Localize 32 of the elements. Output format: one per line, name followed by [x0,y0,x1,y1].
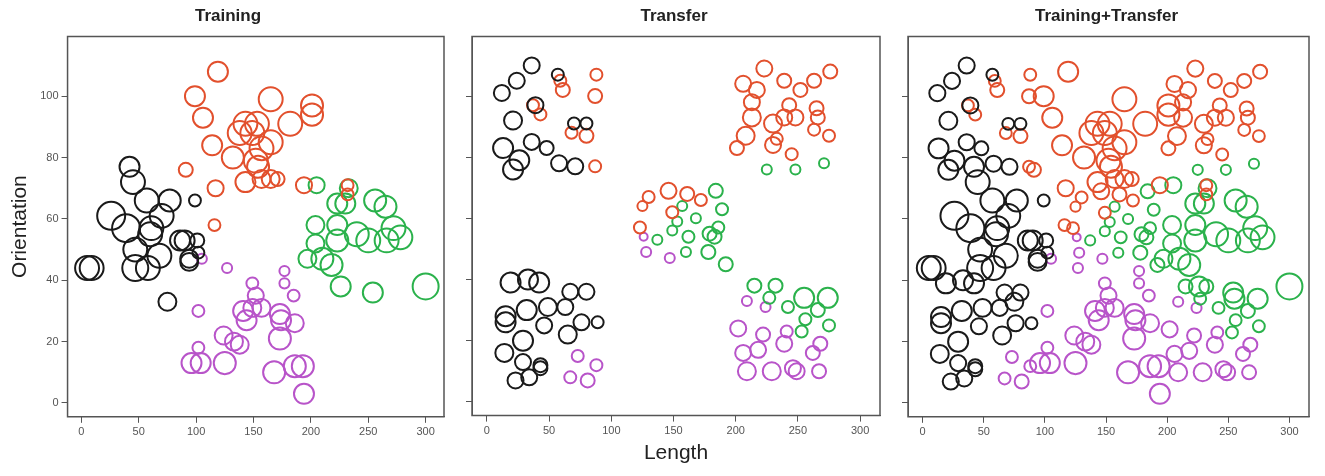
x-tick-label: 50 [543,424,556,437]
y-tick-label: 80 [46,150,59,163]
x-tick-label: 0 [483,424,490,437]
x-tick-label: 150 [244,425,263,438]
y-tick-label: 60 [46,211,59,224]
x-tick-label: 150 [664,424,683,437]
chart-title: Training+Transfer [1034,5,1179,25]
x-tick-label: 300 [850,424,870,437]
chart-title: Transfer [640,5,708,25]
x-tick-label: 50 [132,425,145,438]
x-tick-label: 100 [1035,425,1055,438]
x-tick-label: 0 [919,425,926,438]
x-tick-label: 200 [1158,425,1177,438]
x-tick-label: 300 [416,425,435,438]
y-tick-label: 20 [46,334,59,347]
chart-title: Training [194,5,262,25]
x-tick-label: 50 [977,425,990,438]
x-tick-label: 250 [788,424,808,437]
x-tick-label: 200 [301,425,321,438]
x-tick-label: 150 [1096,425,1116,438]
y-tick-label: 100 [40,89,59,102]
x-tick-label: 200 [726,424,745,437]
y-tick-label: 0 [52,396,59,409]
x-tick-label: 0 [78,425,85,438]
x-tick-label: 300 [1280,425,1299,438]
x-tick-label: 100 [602,424,621,437]
y-tick-label: 40 [46,273,59,286]
x-tick-label: 100 [186,425,206,438]
x-axis-title: Length [643,440,709,464]
y-axis-title: Orientation [7,175,31,278]
x-tick-label: 250 [359,425,378,438]
x-tick-label: 250 [1219,425,1238,438]
